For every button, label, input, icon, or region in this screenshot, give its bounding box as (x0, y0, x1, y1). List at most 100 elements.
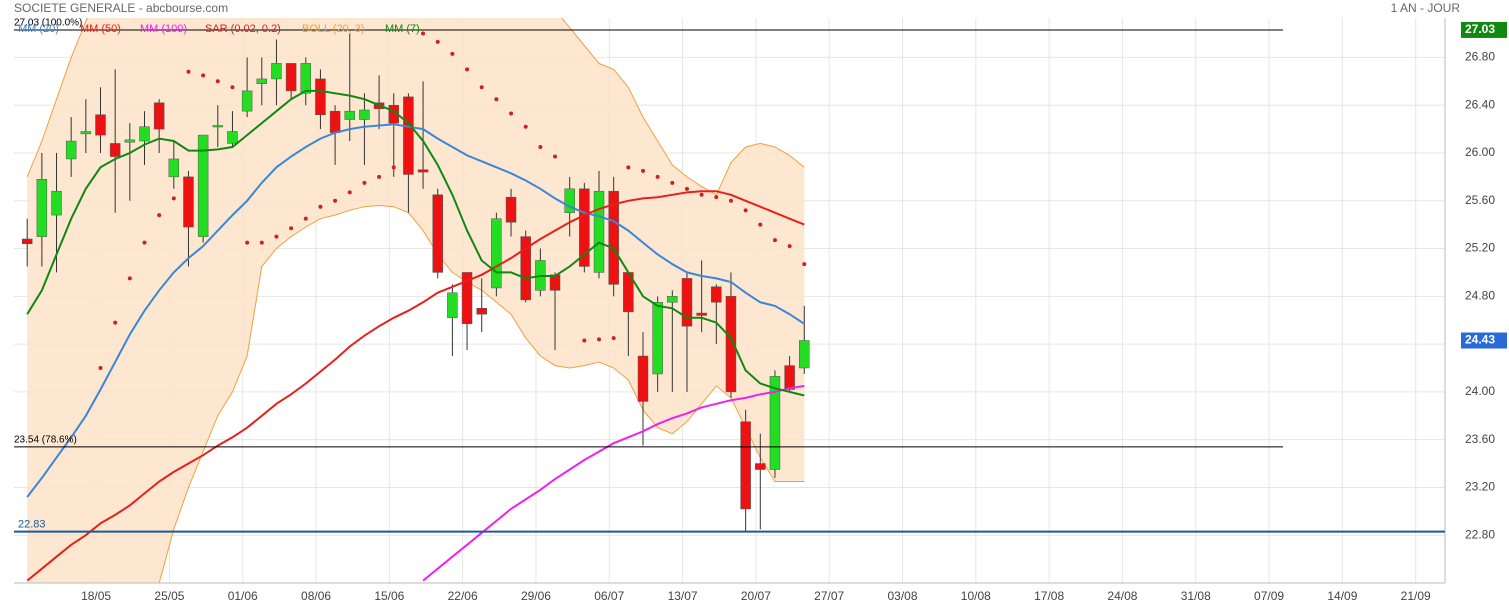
sar-dot (450, 51, 455, 56)
y-tick-label: 24.80 (1465, 288, 1495, 302)
candle-body (769, 376, 781, 470)
candle-body (637, 355, 649, 402)
period-label: 1 AN - JOUR (1391, 1, 1461, 15)
candle-body (241, 90, 253, 112)
x-tick-label: 29/06 (521, 589, 551, 603)
x-tick-label: 07/09 (1254, 589, 1284, 603)
candle-body (579, 188, 590, 267)
y-tick-label: 26.80 (1465, 50, 1495, 64)
sar-dot (684, 186, 689, 191)
x-tick-label: 15/06 (374, 589, 404, 603)
candle-body (95, 114, 106, 136)
candle-body (461, 272, 473, 325)
price-marker-label: 24.43 (1465, 333, 1495, 347)
candle-body (784, 365, 795, 390)
y-tick-label: 26.40 (1465, 97, 1495, 111)
sar-dot (802, 262, 807, 267)
candle-body (80, 131, 92, 135)
sar-dot (245, 240, 250, 245)
sar-dot (743, 208, 748, 213)
candle-body (329, 110, 341, 133)
sar-dot (714, 195, 719, 200)
x-tick-label: 27/07 (814, 589, 844, 603)
sar-dot (303, 216, 308, 221)
sar-dot (655, 174, 660, 179)
candle-body (505, 196, 517, 223)
sar-dot (523, 124, 528, 129)
plot-area (14, 18, 1445, 583)
sar-dot (391, 165, 396, 170)
y-tick-label: 23.20 (1465, 480, 1495, 494)
sar-dot (274, 234, 279, 239)
sar-dot (787, 244, 792, 249)
x-tick-label: 06/07 (594, 589, 624, 603)
sar-dot (699, 192, 704, 197)
sar-dot (171, 196, 176, 201)
candle-body (608, 190, 619, 285)
sar-dot (509, 111, 514, 116)
sar-dot (215, 79, 220, 84)
legend-entry: MM (7) (385, 23, 420, 35)
legend-entry: MM (20) (18, 23, 59, 35)
sar-dot (347, 190, 352, 195)
candle-body (65, 140, 77, 160)
legend-entry: BOLL (20, 3) (302, 23, 365, 35)
sar-dot (421, 31, 426, 36)
sar-dot (772, 238, 777, 243)
candle-body (476, 308, 487, 315)
candle-body (725, 296, 737, 393)
x-tick-label: 21/09 (1401, 589, 1431, 603)
sar-dot (142, 240, 147, 245)
sar-dot (728, 198, 733, 203)
sar-dot (611, 336, 616, 341)
candle-body (124, 139, 136, 143)
candle-body (403, 96, 414, 175)
candle-body (711, 286, 722, 303)
band-upper (26, 18, 805, 196)
chart-title: SOCIETE GENERALE - abcbourse.com (14, 1, 228, 15)
candle-body (300, 63, 312, 94)
sar-dot (626, 165, 631, 170)
price-marker (1461, 21, 1507, 38)
y-tick-label: 25.60 (1465, 193, 1495, 207)
x-tick-label: 24/08 (1107, 589, 1137, 603)
candle-body (667, 296, 678, 303)
candle-body (168, 158, 180, 178)
candle-body (36, 179, 48, 237)
candle-body (21, 238, 33, 245)
sar-dot (435, 39, 440, 44)
candle-body (359, 109, 370, 120)
candle-body (315, 78, 326, 116)
sar-dot (289, 226, 294, 231)
sar-dot (494, 97, 499, 102)
candle-body (740, 421, 751, 510)
x-tick-label: 10/08 (961, 589, 991, 603)
candle-body (271, 63, 282, 80)
sar-dot (465, 67, 470, 72)
sar-dot (127, 276, 132, 281)
sar-dot (259, 240, 264, 245)
candle-body (652, 302, 663, 375)
x-tick-label: 08/06 (301, 589, 331, 603)
x-tick-label: 22/06 (448, 589, 478, 603)
candle-body (681, 278, 693, 327)
indicator-line (422, 384, 805, 582)
price-marker-label: 27.03 (1465, 22, 1495, 36)
candle-body (696, 312, 707, 316)
sar-dot (98, 365, 103, 370)
candle-body (183, 176, 194, 228)
level-label: 22.83 (18, 519, 46, 531)
sar-dot (597, 337, 602, 342)
legend-entry: MM (100) (140, 23, 187, 35)
candle-body (109, 143, 121, 157)
indicator-line (26, 123, 805, 498)
x-tick-label: 13/07 (668, 589, 698, 603)
indicator-line (26, 190, 805, 582)
x-tick-label: 31/08 (1181, 589, 1211, 603)
y-tick-label: 23.60 (1465, 432, 1495, 446)
candle-body (520, 236, 531, 301)
indicator-line (26, 89, 805, 397)
sar-dot (538, 145, 543, 150)
sar-dot (362, 180, 367, 185)
candle-body (447, 292, 458, 319)
